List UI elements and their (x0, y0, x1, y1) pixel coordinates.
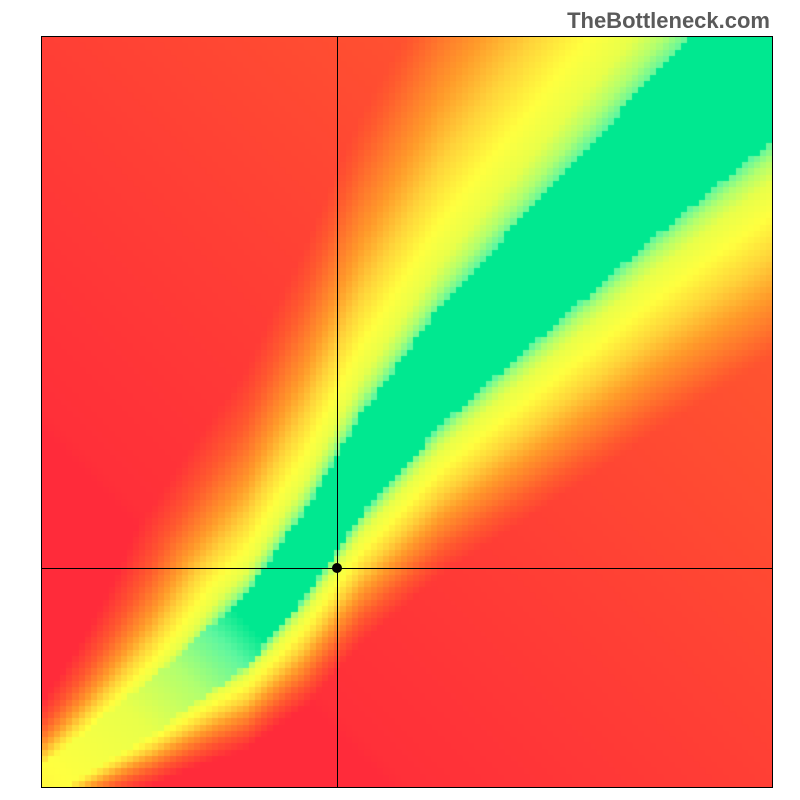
crosshair-vertical (337, 37, 338, 787)
crosshair-horizontal (42, 568, 772, 569)
heatmap-canvas (42, 37, 772, 787)
chart-container: TheBottleneck.com (0, 0, 800, 800)
heatmap-plot (41, 36, 773, 788)
watermark-text: TheBottleneck.com (567, 8, 770, 34)
crosshair-marker (332, 563, 342, 573)
